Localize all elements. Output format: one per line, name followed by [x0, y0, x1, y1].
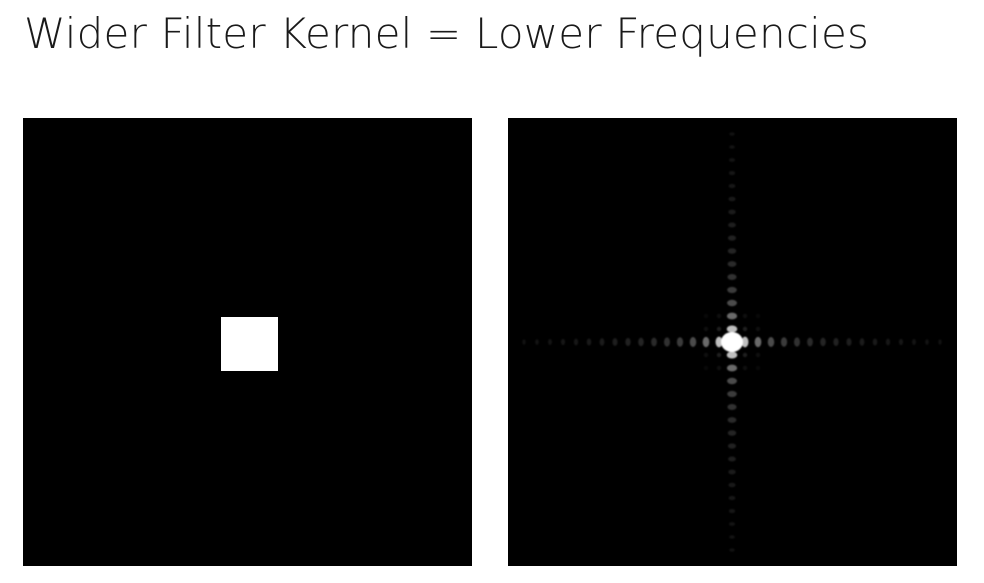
spectrum-lobe: [728, 469, 736, 475]
spectrum-lobe: [726, 312, 738, 320]
spectrum-lobe: [755, 352, 761, 358]
spectrum-lobe: [807, 337, 813, 347]
spectrum-lobe: [741, 336, 749, 348]
spectrum-lobe: [727, 299, 737, 307]
spectrum-lobe: [833, 337, 839, 347]
spectrum-lobe: [727, 417, 737, 423]
spectrum-lobe: [664, 337, 670, 347]
spectrum-lobe: [727, 248, 737, 254]
spatial-kernel-image: [23, 118, 472, 566]
spectrum-lobe: [729, 145, 735, 149]
spectrum-lobe: [716, 352, 722, 358]
spectrum-lobe: [728, 183, 736, 189]
spectrum-lobe: [742, 352, 748, 358]
spectrum-lobe: [794, 337, 800, 347]
spectrum-lobe: [885, 338, 891, 346]
spectrum-lobe: [727, 235, 737, 241]
spectrum-lobe: [727, 430, 737, 436]
spectrum-lobe: [726, 351, 738, 359]
spectrum-lobe: [728, 456, 736, 462]
spectrum-lobe: [702, 336, 710, 348]
spectrum-lobe: [716, 365, 722, 371]
spectrum-lobe: [754, 336, 762, 348]
spectrum-lobe: [728, 495, 736, 501]
spectrum-lobe: [742, 365, 748, 371]
spectrum-lobe: [651, 337, 657, 347]
spectrum-lobe: [716, 313, 722, 319]
spectrum-lobe: [925, 339, 929, 345]
spectrum-lobe: [728, 508, 736, 514]
spectrum-lobe: [756, 366, 760, 370]
frequency-spectrum-image: [508, 118, 957, 566]
spectrum-lobe: [726, 325, 738, 333]
slide-title: Wider Filter Kernel = Lower Frequencies: [24, 9, 870, 58]
spectrum-lobe: [704, 366, 708, 370]
spectrum-lobe: [703, 326, 709, 332]
spectrum-lobe: [756, 314, 760, 318]
spectrum-lobe: [859, 338, 865, 346]
spectrum-lobe: [599, 338, 605, 346]
spectrum-lobe: [721, 332, 743, 352]
spectrum-lobe: [586, 338, 592, 346]
spectrum-lobe: [728, 209, 736, 215]
spectrum-lobe: [703, 352, 709, 358]
spectrum-lobe: [898, 338, 904, 346]
spectrum-lobe: [726, 364, 738, 372]
spectrum-lobe: [742, 326, 748, 332]
spectrum-lobe: [716, 326, 722, 332]
spectrum-lobe: [625, 337, 631, 347]
spectrum-lobe: [727, 261, 737, 267]
spectrum-lobe: [560, 338, 566, 346]
spectrum-lobe: [780, 337, 788, 347]
spectrum-lobe: [522, 339, 526, 345]
sinc-spectrum: [522, 132, 942, 552]
spectrum-lobe: [729, 132, 735, 136]
spectrum-lobe: [742, 313, 748, 319]
spectrum-lobe: [820, 337, 826, 347]
spectrum-lobe: [846, 338, 852, 346]
spectrum-lobe: [727, 286, 737, 294]
spectrum-lobe: [728, 170, 736, 176]
spectrum-lobe: [729, 535, 735, 539]
spectrum-lobe: [729, 522, 735, 526]
spectrum-lobe: [728, 482, 736, 488]
spectrum-lobe: [676, 337, 684, 347]
spectrum-lobe: [689, 337, 697, 347]
spectrum-lobe: [612, 338, 618, 346]
spectrum-lobe: [727, 390, 737, 398]
spectrum-lobe: [729, 548, 735, 552]
spectrum-lobe: [573, 338, 579, 346]
spectrum-lobe: [872, 338, 878, 346]
spectrum-lobe: [728, 222, 736, 228]
spectrum-lobe: [704, 314, 708, 318]
spectrum-lobe: [548, 339, 552, 345]
spectrum-lobe: [727, 404, 737, 410]
box-filter-kernel: [221, 317, 278, 371]
spectrum-lobe: [767, 337, 775, 347]
spectrum-lobe: [638, 337, 644, 347]
spectrum-lobe: [727, 377, 737, 385]
spectrum-lobe: [755, 326, 761, 332]
spectrum-lobe: [715, 336, 723, 348]
spectrum-lobe: [728, 196, 736, 202]
spectrum-lobe: [729, 158, 735, 162]
spectrum-lobe: [912, 339, 916, 345]
spectrum-lobe: [535, 339, 539, 345]
spectrum-lobe: [727, 443, 737, 449]
spectrum-lobe: [938, 339, 942, 345]
spectrum-lobe: [727, 274, 737, 280]
